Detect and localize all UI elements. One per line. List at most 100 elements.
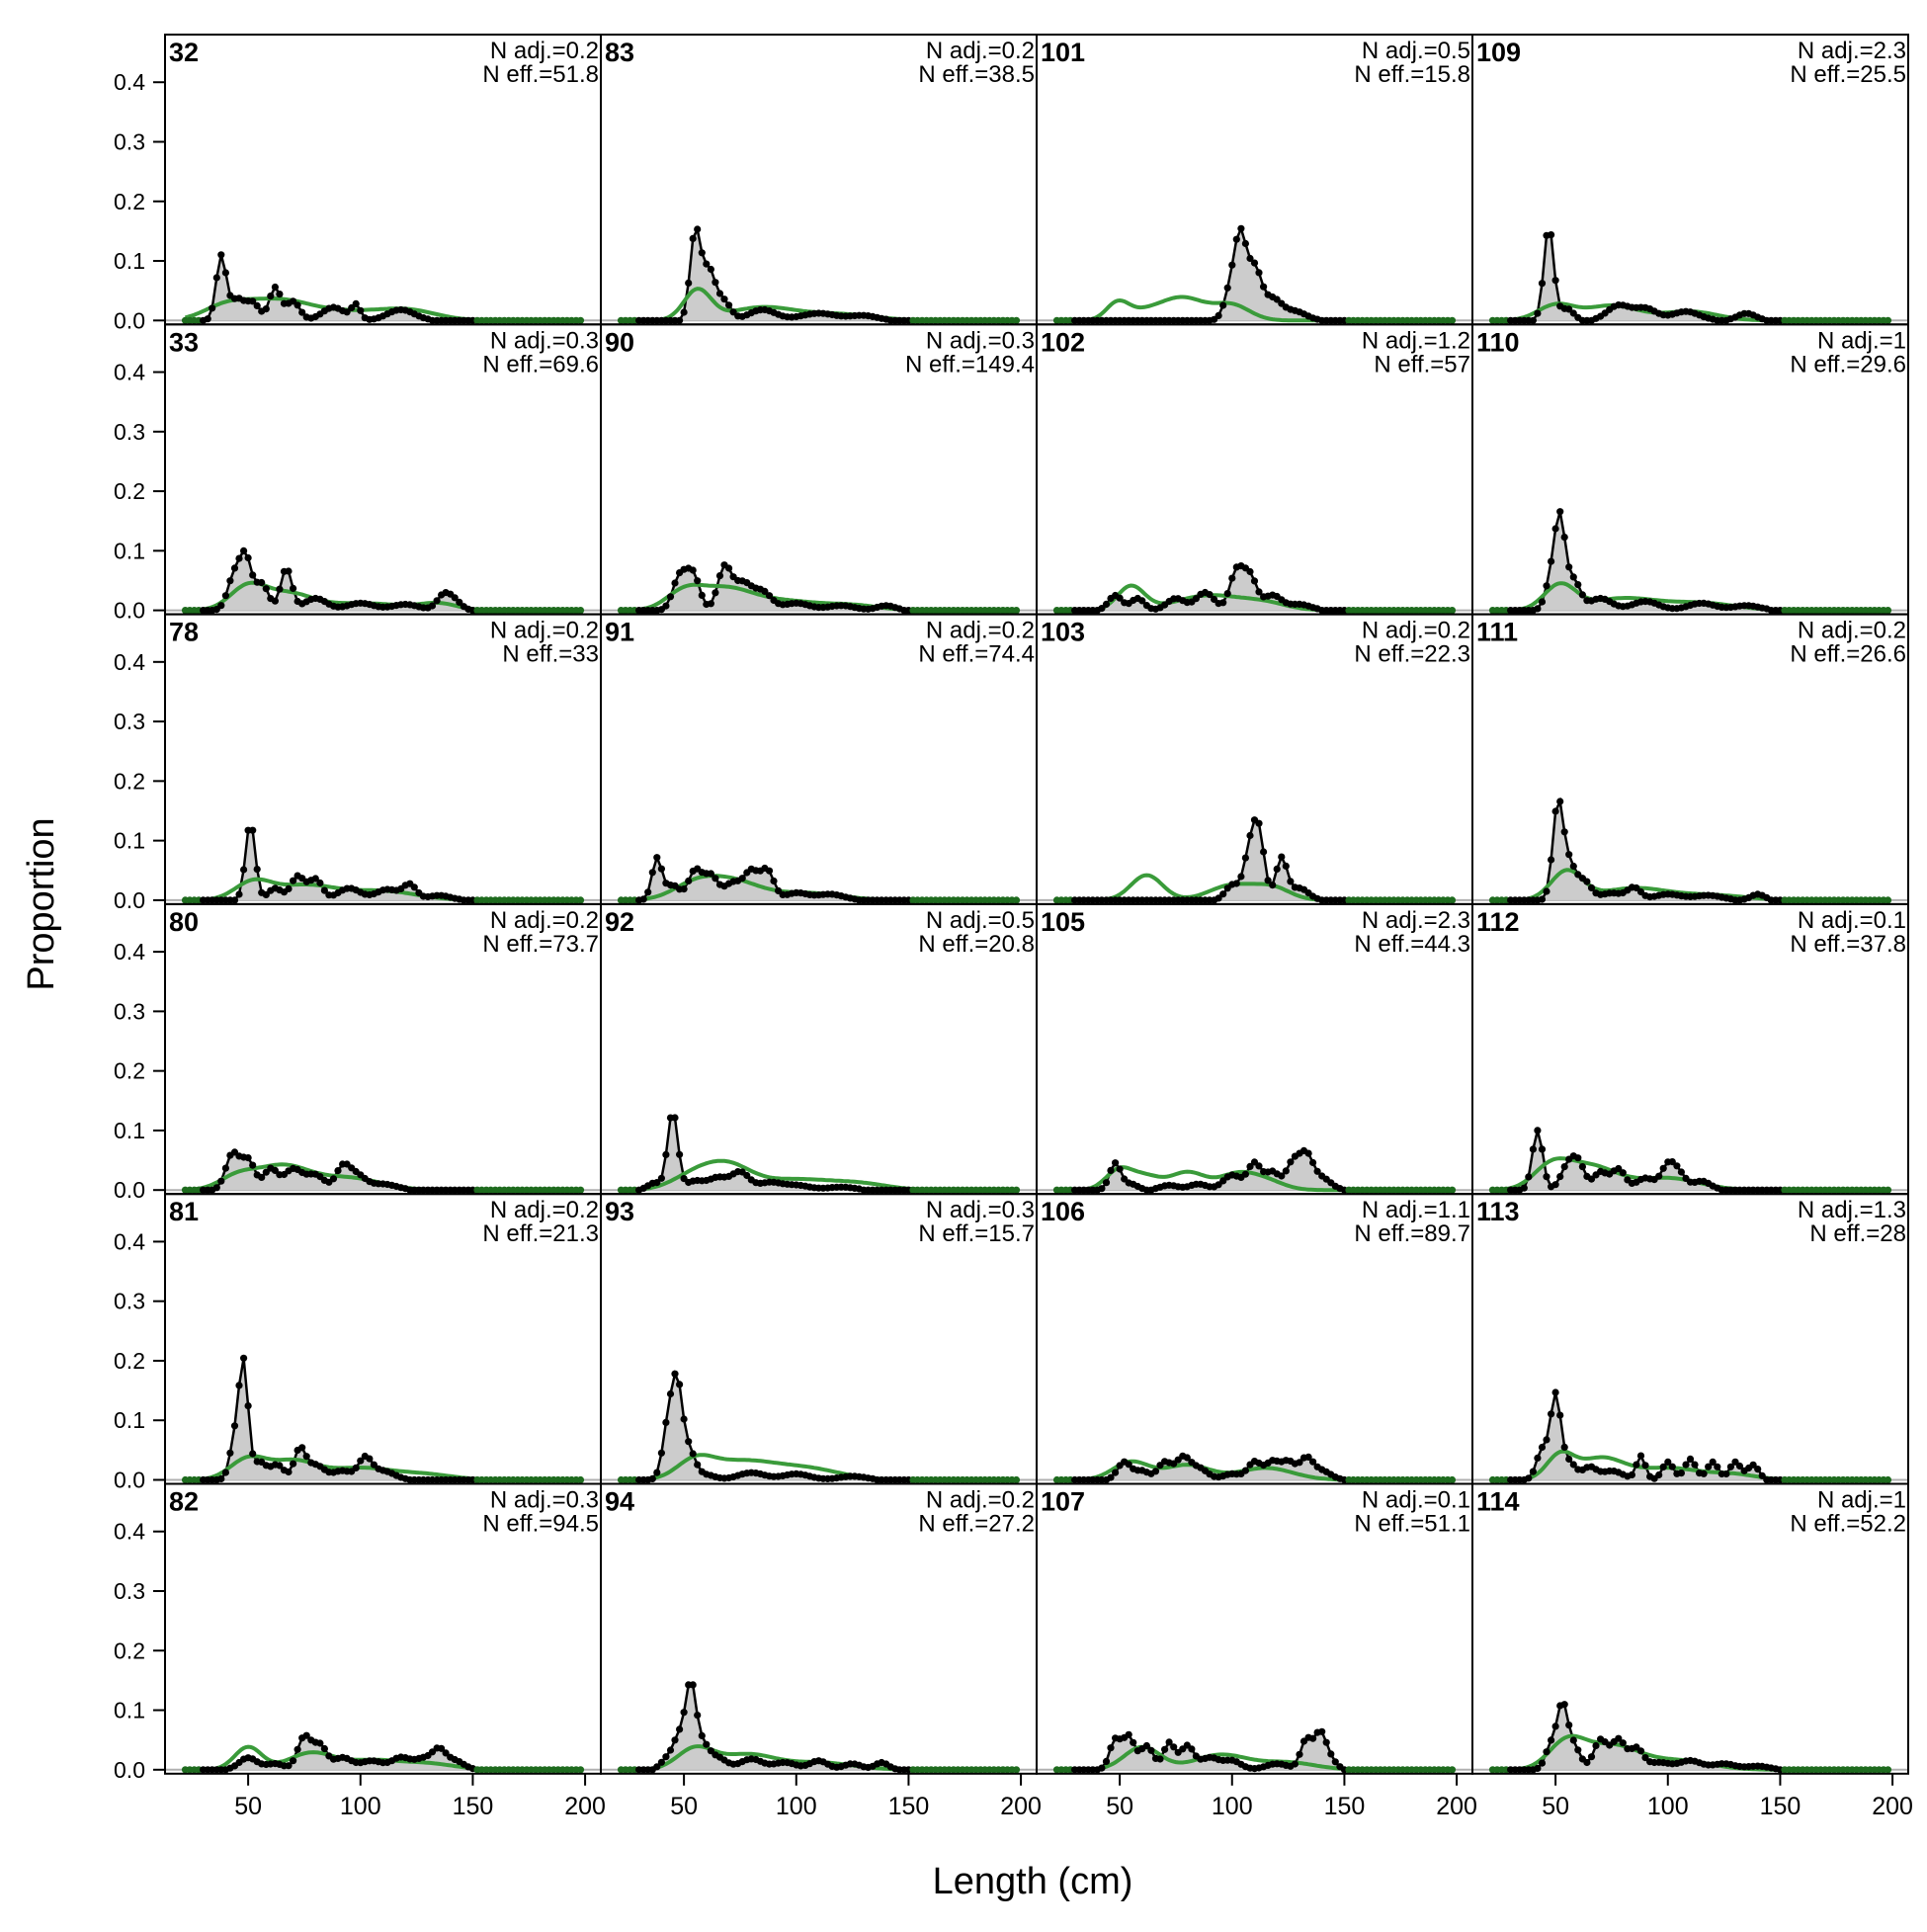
observed-point — [1448, 1766, 1457, 1774]
observed-point — [1709, 1458, 1717, 1466]
observed-point — [1313, 1167, 1321, 1175]
observed-point — [1215, 311, 1222, 319]
x-tick-label: 50 — [1106, 1793, 1133, 1820]
panel-id: 80 — [169, 907, 199, 937]
observed-point — [1884, 316, 1892, 324]
y-tick-label: 0.3 — [114, 419, 145, 445]
observed-point — [302, 1453, 310, 1461]
observed-point — [1287, 878, 1295, 885]
observed-point — [662, 1753, 670, 1761]
observed-point — [1543, 887, 1550, 895]
panel-91: 91 N adj.=0.2N eff.=74.4 — [600, 613, 1038, 905]
observed-point — [1116, 1165, 1124, 1173]
observed-point — [1884, 1766, 1892, 1774]
observed-point — [1241, 239, 1249, 248]
observed-point — [1556, 798, 1564, 805]
observed-point — [1255, 1162, 1263, 1170]
observed-point — [285, 567, 293, 575]
observed-point — [1556, 508, 1564, 516]
observed-point — [1304, 1453, 1312, 1461]
panel-neff: N eff.=29.6 — [1790, 351, 1906, 378]
observed-point — [290, 1757, 297, 1765]
observed-point — [240, 1354, 248, 1362]
panel-neff: N eff.=51.8 — [482, 61, 599, 88]
observed-point — [1525, 1474, 1533, 1482]
observed-point — [644, 888, 652, 896]
panel-113: 113 N adj.=1.3N eff.=28 — [1471, 1193, 1909, 1485]
observed-point — [290, 584, 297, 593]
observed-point — [1291, 1760, 1299, 1768]
panel-81: 81 N adj.=0.2N eff.=21.3 — [164, 1193, 602, 1485]
observed-point — [1565, 563, 1573, 571]
observed-point — [576, 607, 585, 615]
observed-point — [352, 1464, 360, 1471]
y-tick-label: 0.1 — [114, 1118, 145, 1143]
observed-point — [1012, 607, 1021, 615]
observed-point — [249, 1450, 257, 1458]
panel-id: 109 — [1476, 38, 1521, 67]
y-axis-label: Proportion — [21, 817, 62, 990]
observed-point — [1884, 1186, 1892, 1194]
observed-point — [1705, 1463, 1713, 1470]
panel-id: 91 — [605, 618, 634, 647]
observed-point — [648, 869, 656, 877]
observed-point — [240, 546, 248, 555]
observed-point — [1448, 1186, 1457, 1194]
observed-point — [262, 585, 270, 593]
observed-point — [1659, 1463, 1667, 1470]
observed-point — [653, 1469, 661, 1476]
observed-point — [1138, 597, 1146, 605]
observed-point — [204, 315, 211, 323]
observed-point — [685, 1438, 693, 1446]
observed-point — [1219, 599, 1227, 607]
observed-point — [226, 577, 234, 585]
observed-point — [1731, 1458, 1739, 1466]
x-tick-label: 200 — [1436, 1793, 1477, 1820]
observed-point — [1304, 1149, 1312, 1157]
observed-point — [698, 249, 706, 257]
panel-nadj: N adj.=1.1 — [1362, 1197, 1470, 1223]
observed-point — [694, 1712, 702, 1720]
panel-nadj: N adj.=0.2 — [490, 1197, 599, 1223]
observed-point — [707, 600, 715, 608]
y-tick-label: 0.1 — [114, 248, 145, 274]
observed-point — [1255, 588, 1263, 596]
y-tick-label: 0.0 — [114, 1757, 145, 1783]
panel-nadj: N adj.=2.3 — [1798, 38, 1906, 64]
panel-id: 32 — [169, 38, 199, 67]
panel-nadj: N adj.=0.2 — [1798, 618, 1906, 644]
panel-neff: N eff.=69.6 — [482, 351, 599, 378]
x-tick-label: 50 — [1542, 1793, 1569, 1820]
y-tick-label: 0.4 — [114, 1228, 145, 1254]
observed-point — [1538, 1759, 1547, 1767]
observed-point — [253, 866, 261, 874]
y-tick-label: 0.4 — [114, 939, 145, 965]
panel-105: 105 N adj.=2.3N eff.=44.3 — [1036, 902, 1473, 1196]
observed-point — [707, 870, 715, 878]
observed-point — [1102, 600, 1111, 609]
y-tick-label: 0.2 — [114, 768, 145, 794]
observed-point — [1565, 851, 1573, 859]
observed-point — [1691, 1461, 1699, 1469]
observed-point — [1260, 848, 1268, 856]
panel-neff: N eff.=25.5 — [1790, 61, 1906, 88]
y-tick-label: 0.2 — [114, 1638, 145, 1663]
observed-point — [707, 265, 715, 274]
observed-point — [1296, 1750, 1303, 1758]
observed-point — [671, 1114, 679, 1122]
observed-point — [1551, 1181, 1559, 1189]
observed-point — [293, 301, 301, 309]
observed-point — [451, 594, 459, 602]
observed-point — [1534, 605, 1542, 613]
observed-point — [1260, 283, 1268, 291]
observed-point — [1551, 1388, 1559, 1396]
observed-point — [276, 585, 284, 593]
observed-point — [1318, 1727, 1326, 1735]
observed-point — [1722, 1470, 1730, 1478]
panel-nadj: N adj.=0.3 — [926, 327, 1035, 354]
observed-point — [1560, 1163, 1568, 1171]
observed-point — [1448, 316, 1457, 324]
observed-point — [715, 290, 724, 297]
observed-point — [1269, 882, 1277, 889]
observed-point — [1331, 1758, 1339, 1766]
